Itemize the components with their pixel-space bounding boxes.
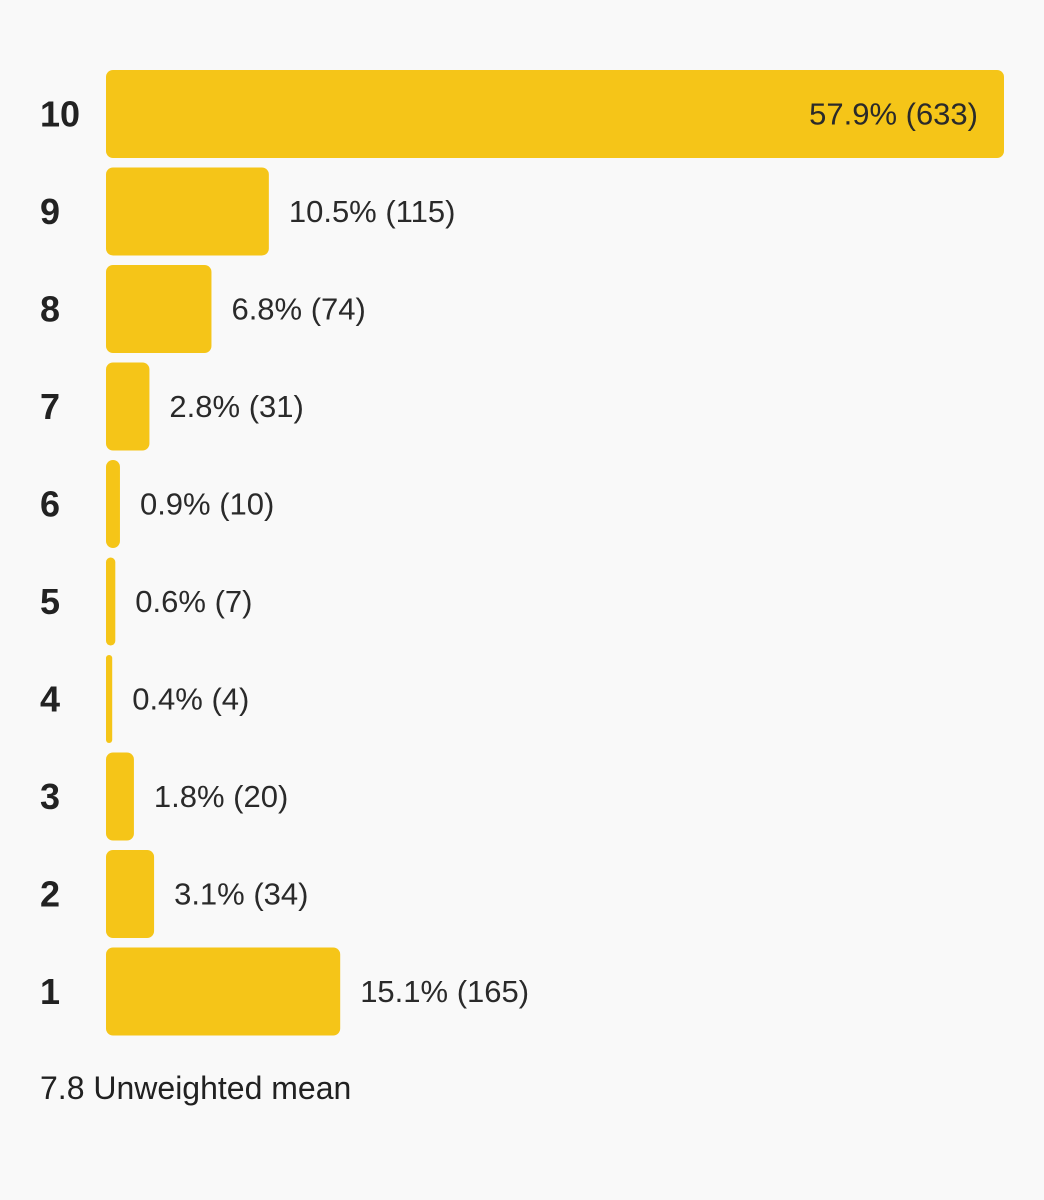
rating-label-3: 3 <box>40 776 60 817</box>
bar-row-3: 3 1.8% (20) <box>40 752 288 841</box>
value-label-7: 2.8% (31) <box>169 389 303 424</box>
rating-label-2: 2 <box>40 874 60 915</box>
rating-distribution-chart: 10 57.9% (633) 9 10.5% (115) 8 6.8% (74) 7 2.8%… <box>40 70 1004 1036</box>
bar-4 <box>106 655 113 743</box>
rating-label-1: 1 <box>40 971 60 1012</box>
rating-label-10: 10 <box>40 94 80 135</box>
bar-9 <box>106 167 269 256</box>
rating-label-6: 6 <box>40 484 60 525</box>
bar-row-10: 10 57.9% (633) <box>40 70 1004 158</box>
rating-label-4: 4 <box>40 679 60 720</box>
value-label-8: 6.8% (74) <box>231 292 365 327</box>
bar-row-7: 7 2.8% (31) <box>40 362 304 451</box>
rating-label-9: 9 <box>40 191 60 232</box>
bar-2 <box>106 850 155 938</box>
bar-1 <box>106 947 341 1036</box>
unweighted-mean-text: 7.8 Unweighted mean <box>40 1070 352 1106</box>
value-label-6: 0.9% (10) <box>140 487 274 522</box>
rating-label-7: 7 <box>40 386 60 427</box>
bar-3 <box>106 752 134 841</box>
value-label-4: 0.4% (4) <box>132 682 249 717</box>
value-label-2: 3.1% (34) <box>174 877 308 912</box>
bar-row-6: 6 0.9% (10) <box>40 460 274 548</box>
value-label-9: 10.5% (115) <box>289 194 456 229</box>
bar-row-4: 4 0.4% (4) <box>40 655 249 743</box>
bar-10 <box>106 70 1004 158</box>
rating-label-5: 5 <box>40 581 60 622</box>
bar-row-2: 2 3.1% (34) <box>40 850 308 938</box>
bar-8 <box>106 265 212 353</box>
rating-label-8: 8 <box>40 289 60 330</box>
value-label-1: 15.1% (165) <box>360 974 529 1009</box>
value-label-10: 57.9% (633) <box>809 97 978 132</box>
value-label-5: 0.6% (7) <box>135 584 252 619</box>
bar-7 <box>106 362 150 451</box>
value-label-3: 1.8% (20) <box>154 779 288 814</box>
bar-row-1: 1 15.1% (165) <box>40 947 529 1036</box>
bar-5 <box>106 557 116 646</box>
bar-row-8: 8 6.8% (74) <box>40 265 366 353</box>
bars-layer: 10 57.9% (633) 9 10.5% (115) 8 6.8% (74) 7 2.8%… <box>40 70 1004 1036</box>
bar-6 <box>106 460 120 548</box>
bar-row-9: 9 10.5% (115) <box>40 167 456 256</box>
bar-row-5: 5 0.6% (7) <box>40 557 252 646</box>
